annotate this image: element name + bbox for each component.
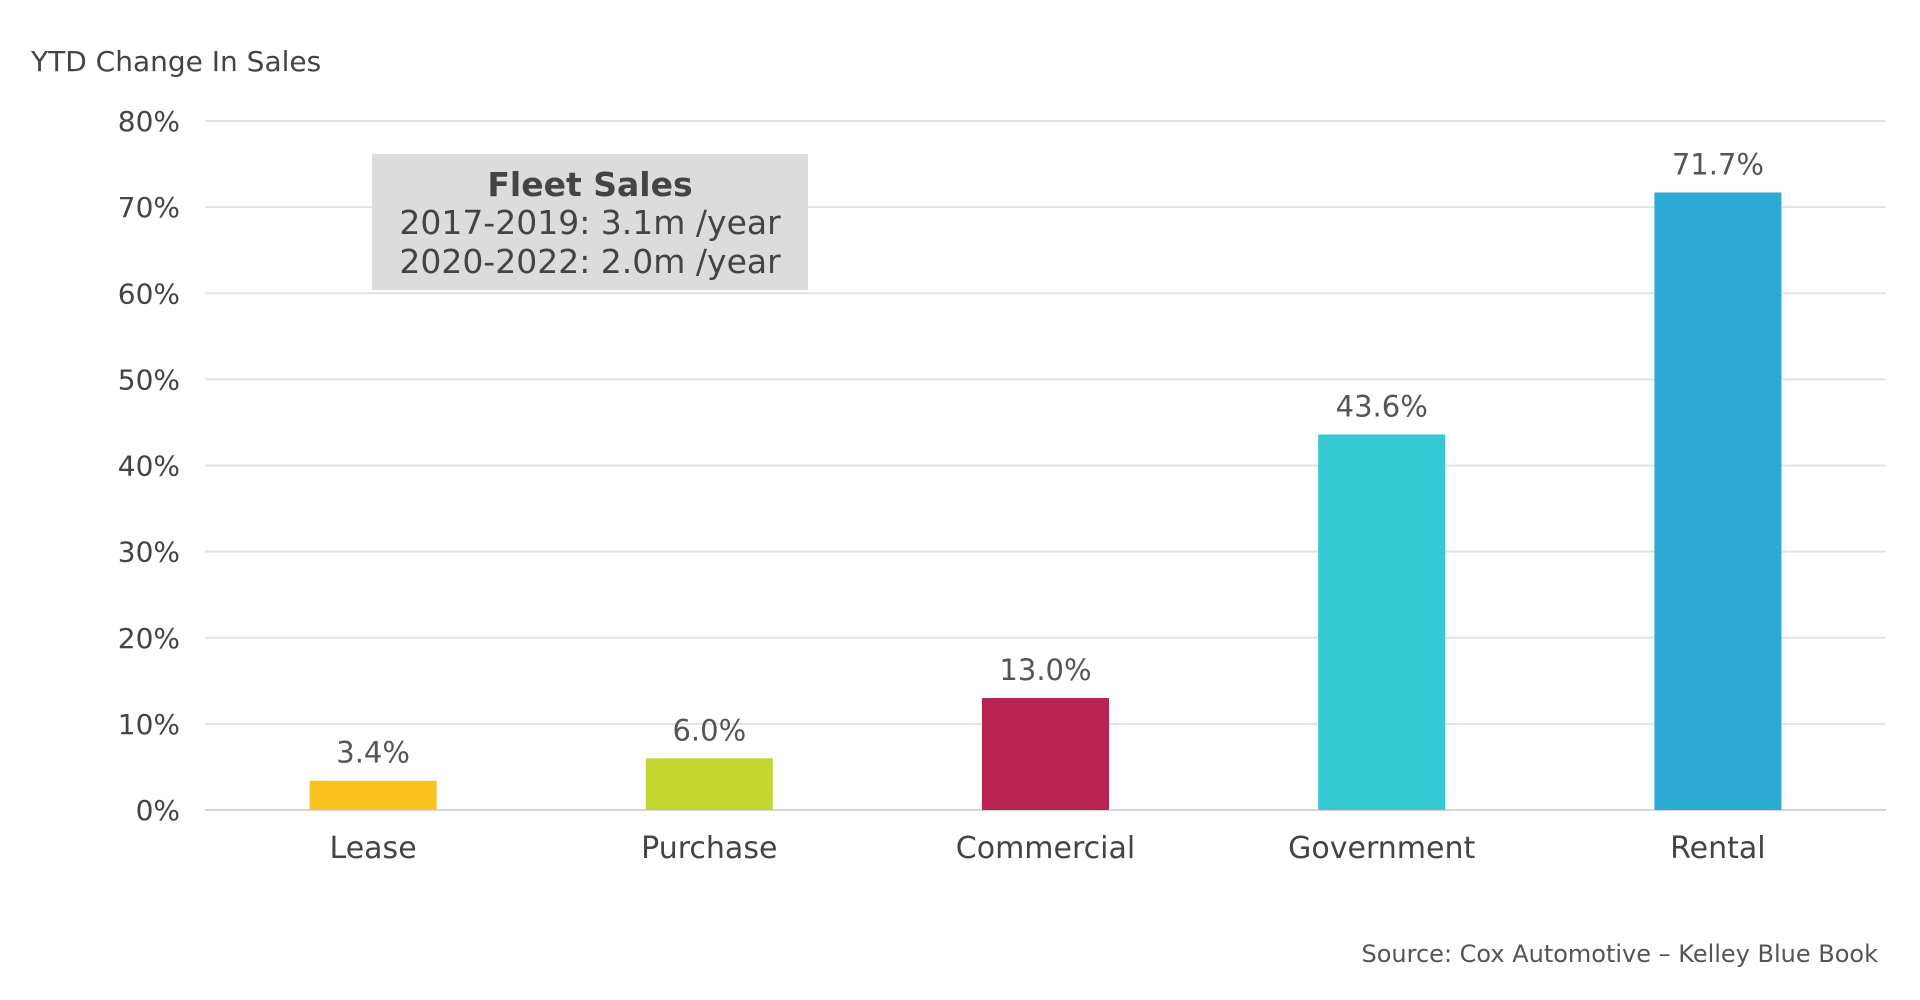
annotation-box [372,154,808,290]
y-axis-ticks: 0% 10% 20% 30% 40% 50% 60% 70% 80% [118,105,180,827]
gridlines [205,120,1886,811]
fleet-sales-annotation: Fleet Sales 2017-2019: 3.1m /year 2020-2… [372,154,808,290]
y-tick-label: 70% [118,191,180,224]
bars [309,192,1782,810]
value-label: 13.0% [999,653,1091,687]
y-tick-label: 10% [118,708,180,741]
y-tick-label: 50% [118,363,180,396]
y-axis-label: YTD Change In Sales [30,45,321,78]
y-tick-label: 60% [118,277,180,310]
category-label: Lease [330,831,417,866]
y-tick-label: 80% [118,105,180,138]
y-tick-label: 20% [118,622,180,655]
value-label: 71.7% [1672,147,1764,181]
value-labels: 3.4% 6.0% 13.0% 43.6% 71.7% [336,147,1764,769]
bar-lease [309,780,437,810]
bar-purchase [645,758,773,810]
y-tick-label: 30% [118,536,180,569]
category-label: Rental [1670,831,1765,866]
bar-government [1318,434,1446,810]
source-note: Source: Cox Automotive – Kelley Blue Boo… [1362,940,1879,968]
x-axis-categories: Lease Purchase Commercial Government Rental [330,831,1766,866]
category-label: Purchase [641,831,777,866]
annotation-title: Fleet Sales [487,165,692,204]
category-label: Commercial [956,831,1135,866]
annotation-line-1: 2017-2019: 3.1m /year [399,203,781,242]
value-label: 43.6% [1336,389,1428,423]
y-tick-label: 0% [136,794,180,827]
bar-rental [1654,192,1782,810]
category-label: Government [1288,831,1475,866]
bar-commercial [982,698,1109,810]
value-label: 3.4% [336,736,410,770]
y-tick-label: 40% [118,450,180,483]
value-label: 6.0% [672,713,746,747]
annotation-line-2: 2020-2022: 2.0m /year [399,242,781,281]
